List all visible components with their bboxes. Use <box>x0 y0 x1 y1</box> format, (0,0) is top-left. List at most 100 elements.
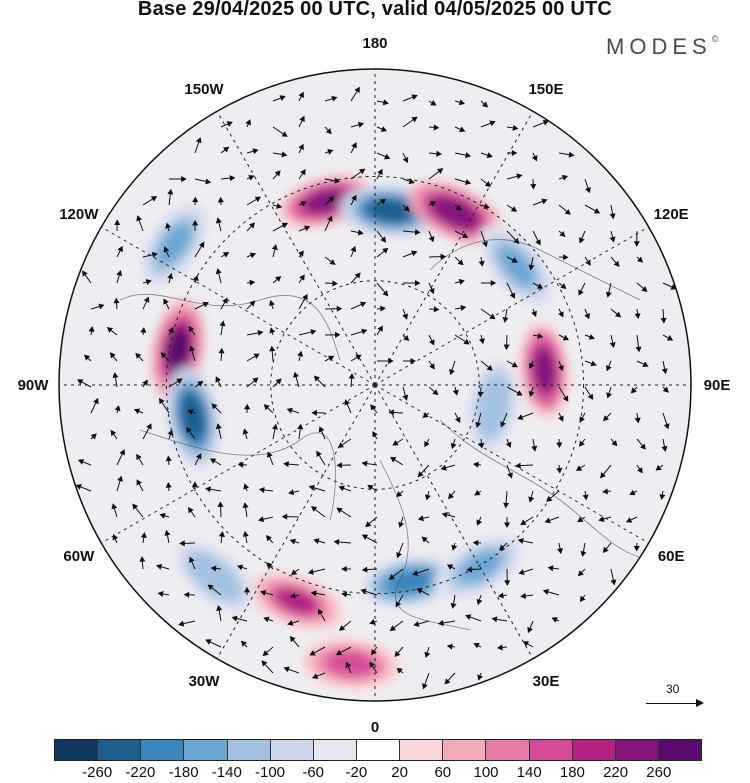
wind-arrow-icon <box>281 513 300 520</box>
wind-arrow-icon <box>298 91 304 102</box>
wind-arrow-icon <box>584 178 591 194</box>
wind-arrow-icon <box>547 565 560 572</box>
wind-arrow-icon <box>192 274 199 284</box>
wind-arrow-icon <box>116 449 125 466</box>
wind-arrow-icon <box>215 268 222 284</box>
wind-arrow-icon <box>530 178 537 190</box>
wind-arrow-icon <box>283 461 300 468</box>
wind-arrow-icon <box>338 485 352 492</box>
wind-arrow-icon <box>192 196 199 206</box>
wind-arrow-icon <box>311 506 326 518</box>
wind-arrow-icon <box>165 222 172 232</box>
wind-arrow-icon <box>318 426 326 440</box>
wind-arrow-icon <box>577 568 586 577</box>
wind-arrow-icon <box>556 438 563 449</box>
coastline <box>429 239 641 301</box>
wind-arrow-icon <box>188 507 196 518</box>
wind-arrow-icon <box>350 194 357 206</box>
wind-arrow-icon <box>167 429 174 440</box>
wind-arrow-icon <box>350 86 360 102</box>
map-title: Base 29/04/2025 00 UTC, valid 04/05/2025… <box>137 0 613 20</box>
colorbar-swatch <box>55 740 99 760</box>
wind-arrow-icon <box>376 168 383 180</box>
wind-arrow-icon <box>465 614 482 622</box>
wind-arrow-icon <box>272 202 283 209</box>
wind-arrow-icon <box>440 464 456 471</box>
wind-arrow-icon <box>245 119 251 128</box>
wind-arrow-icon <box>575 464 586 471</box>
wind-arrow-icon <box>388 568 404 580</box>
wind-arrow-icon <box>298 274 305 284</box>
wind-arrow-icon <box>116 245 123 258</box>
wind-arrow-icon <box>412 568 430 576</box>
wind-arrow-icon <box>558 174 569 181</box>
wind-scale-value: 30 <box>666 682 680 696</box>
wind-arrow-icon <box>480 279 497 287</box>
wind-arrow-icon <box>90 303 105 310</box>
wind-arrow-icon <box>528 386 535 398</box>
coastline <box>439 419 661 561</box>
wind-arrow-icon <box>466 566 482 573</box>
wind-arrow-icon <box>506 464 513 479</box>
wind-arrow-icon <box>289 592 300 599</box>
wind-arrow-icon <box>165 482 172 492</box>
wind-arrow-icon <box>269 345 276 362</box>
wind-arrow-icon <box>298 143 304 154</box>
wind-arrow-icon <box>515 462 534 469</box>
longitude-label: 120W <box>59 206 99 223</box>
wind-arrow-icon <box>558 386 569 402</box>
arrow-head-icon <box>696 699 704 707</box>
wind-arrow-icon <box>341 591 352 598</box>
wind-arrow-icon <box>558 282 567 289</box>
wind-arrow-icon <box>209 458 222 466</box>
wind-arrow-icon <box>629 489 638 496</box>
wind-arrow-icon <box>388 409 404 416</box>
wind-arrow-icon <box>112 533 119 544</box>
wind-arrow-icon <box>313 538 326 545</box>
colorbar-tick-label: 180 <box>559 764 585 781</box>
wind-arrow-icon <box>157 590 170 598</box>
wind-arrow-icon <box>142 196 158 206</box>
wind-arrow-icon <box>636 256 644 263</box>
wind-arrow-icon <box>167 188 174 206</box>
wind-arrow-icon <box>609 334 616 349</box>
wind-arrow-icon <box>160 352 170 362</box>
wind-arrow-icon <box>142 379 148 388</box>
wind-arrow-icon <box>211 403 222 414</box>
wind-arrow-icon <box>542 588 560 596</box>
wind-arrow-icon <box>531 438 538 452</box>
wind-arrow-icon <box>83 354 92 362</box>
colorbar-swatch <box>184 740 228 760</box>
wind-arrow-icon <box>531 152 538 162</box>
wind-arrow-icon <box>578 282 586 296</box>
wind-arrow-icon <box>527 620 534 634</box>
wind-arrow-icon <box>194 453 202 466</box>
colorbar-swatch <box>400 740 444 760</box>
wind-arrow-icon <box>114 405 121 414</box>
wind-arrow-icon <box>582 490 589 501</box>
colorbar-swatch <box>227 740 271 760</box>
wind-arrow-icon <box>290 568 300 576</box>
wind-arrow-icon <box>584 386 594 400</box>
wind-arrow-icon <box>610 256 620 267</box>
wind-arrow-icon <box>136 453 144 466</box>
wind-arrow-icon <box>77 379 92 388</box>
wind-arrow-icon <box>262 646 274 657</box>
wind-arrow-icon <box>402 204 410 212</box>
wind-arrow-icon <box>428 282 435 295</box>
wind-arrow-icon <box>424 438 430 448</box>
wind-arrow-icon <box>532 332 544 339</box>
wind-arrow-icon <box>394 646 404 658</box>
wind-arrow-icon <box>478 438 485 449</box>
wind-arrow-icon <box>499 542 508 551</box>
wind-arrow-icon <box>194 301 209 310</box>
wind-arrow-icon <box>165 455 172 466</box>
wind-arrow-icon <box>633 230 640 247</box>
wind-arrow-icon <box>189 556 196 570</box>
wind-arrow-icon <box>376 152 391 160</box>
colorbar-swatch <box>98 740 142 760</box>
wind-arrow-icon <box>417 515 430 522</box>
wind-arrow-icon <box>298 169 306 180</box>
anomaly-center <box>408 181 503 245</box>
wind-arrow-icon <box>350 301 367 310</box>
